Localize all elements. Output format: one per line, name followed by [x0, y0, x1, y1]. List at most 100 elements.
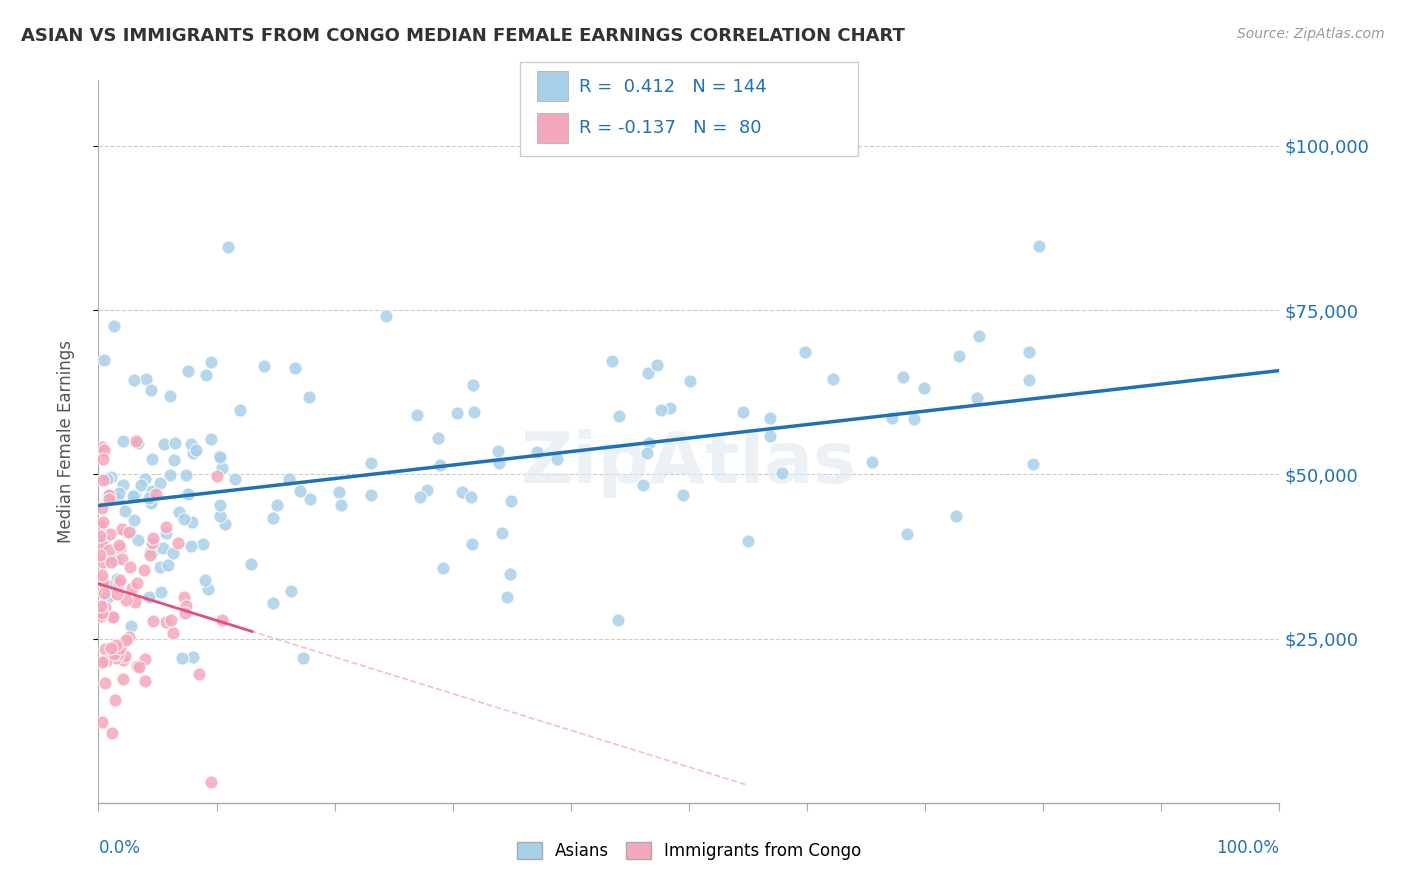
- Point: [211, 461, 233, 475]
- Point: [110, 640, 132, 655]
- Point: [217, 239, 239, 253]
- Point: [114, 649, 136, 664]
- Point: [118, 524, 141, 539]
- Point: [139, 496, 162, 510]
- Point: [89, 548, 111, 562]
- Point: [183, 445, 205, 459]
- Point: [170, 651, 193, 665]
- Point: [97, 488, 120, 502]
- Point: [637, 436, 659, 450]
- Point: [208, 498, 231, 512]
- Point: [134, 651, 156, 665]
- Point: [135, 371, 157, 385]
- Point: [114, 524, 136, 539]
- Point: [127, 533, 149, 547]
- Point: [200, 432, 222, 446]
- Point: [111, 653, 134, 667]
- Point: [1018, 373, 1040, 387]
- Point: [174, 607, 197, 621]
- Point: [98, 527, 121, 541]
- Point: [167, 505, 190, 519]
- Point: [107, 572, 129, 586]
- Point: [176, 363, 198, 377]
- Point: [111, 434, 134, 448]
- Text: R = -0.137   N =  80: R = -0.137 N = 80: [579, 120, 762, 137]
- Point: [200, 774, 222, 789]
- Point: [966, 391, 988, 405]
- Point: [90, 655, 112, 669]
- Point: [546, 451, 568, 466]
- Point: [207, 449, 229, 463]
- Point: [159, 389, 181, 403]
- Point: [121, 581, 143, 595]
- Point: [948, 349, 970, 363]
- Point: [374, 310, 396, 324]
- Point: [100, 555, 122, 569]
- Point: [446, 406, 468, 420]
- Point: [678, 374, 700, 388]
- Point: [209, 450, 232, 465]
- Point: [93, 586, 115, 600]
- Point: [101, 609, 124, 624]
- Point: [108, 573, 131, 587]
- Point: [90, 567, 112, 582]
- Point: [124, 373, 146, 387]
- Point: [159, 613, 181, 627]
- Point: [637, 366, 659, 380]
- Point: [91, 538, 114, 552]
- Text: Source: ZipAtlas.com: Source: ZipAtlas.com: [1237, 27, 1385, 41]
- Point: [104, 553, 127, 567]
- Point: [155, 615, 177, 629]
- Point: [155, 520, 177, 534]
- Point: [94, 600, 117, 615]
- Point: [93, 533, 115, 548]
- Point: [89, 518, 111, 533]
- Point: [262, 596, 284, 610]
- Point: [486, 444, 509, 458]
- Point: [821, 372, 844, 386]
- Point: [174, 467, 197, 482]
- Point: [429, 458, 451, 473]
- Point: [461, 537, 484, 551]
- Point: [360, 456, 382, 470]
- Point: [912, 380, 935, 394]
- Point: [112, 673, 135, 687]
- Point: [214, 517, 236, 532]
- Point: [97, 543, 120, 558]
- Point: [896, 526, 918, 541]
- Point: [737, 533, 759, 548]
- Point: [153, 437, 176, 451]
- Point: [165, 435, 187, 450]
- Point: [461, 378, 484, 392]
- Point: [759, 429, 782, 443]
- Point: [432, 561, 454, 575]
- Point: [120, 619, 142, 633]
- Point: [134, 472, 156, 486]
- Point: [262, 511, 284, 525]
- Point: [167, 536, 190, 550]
- Point: [188, 666, 211, 681]
- Point: [127, 658, 149, 673]
- Point: [240, 557, 263, 571]
- Point: [647, 358, 669, 372]
- Point: [142, 532, 165, 546]
- Point: [100, 640, 122, 655]
- Point: [149, 475, 172, 490]
- Point: [672, 488, 695, 502]
- Point: [122, 512, 145, 526]
- Point: [89, 529, 111, 543]
- Point: [1028, 239, 1050, 253]
- Point: [159, 467, 181, 482]
- Point: [103, 647, 125, 661]
- Point: [91, 515, 114, 529]
- Point: [162, 626, 184, 640]
- Point: [138, 548, 160, 562]
- Point: [138, 491, 160, 505]
- Point: [499, 566, 522, 581]
- Point: [96, 590, 118, 604]
- Y-axis label: Median Female Earnings: Median Female Earnings: [56, 340, 75, 543]
- Point: [491, 525, 513, 540]
- Point: [94, 641, 117, 656]
- Point: [298, 492, 321, 507]
- Point: [121, 489, 143, 503]
